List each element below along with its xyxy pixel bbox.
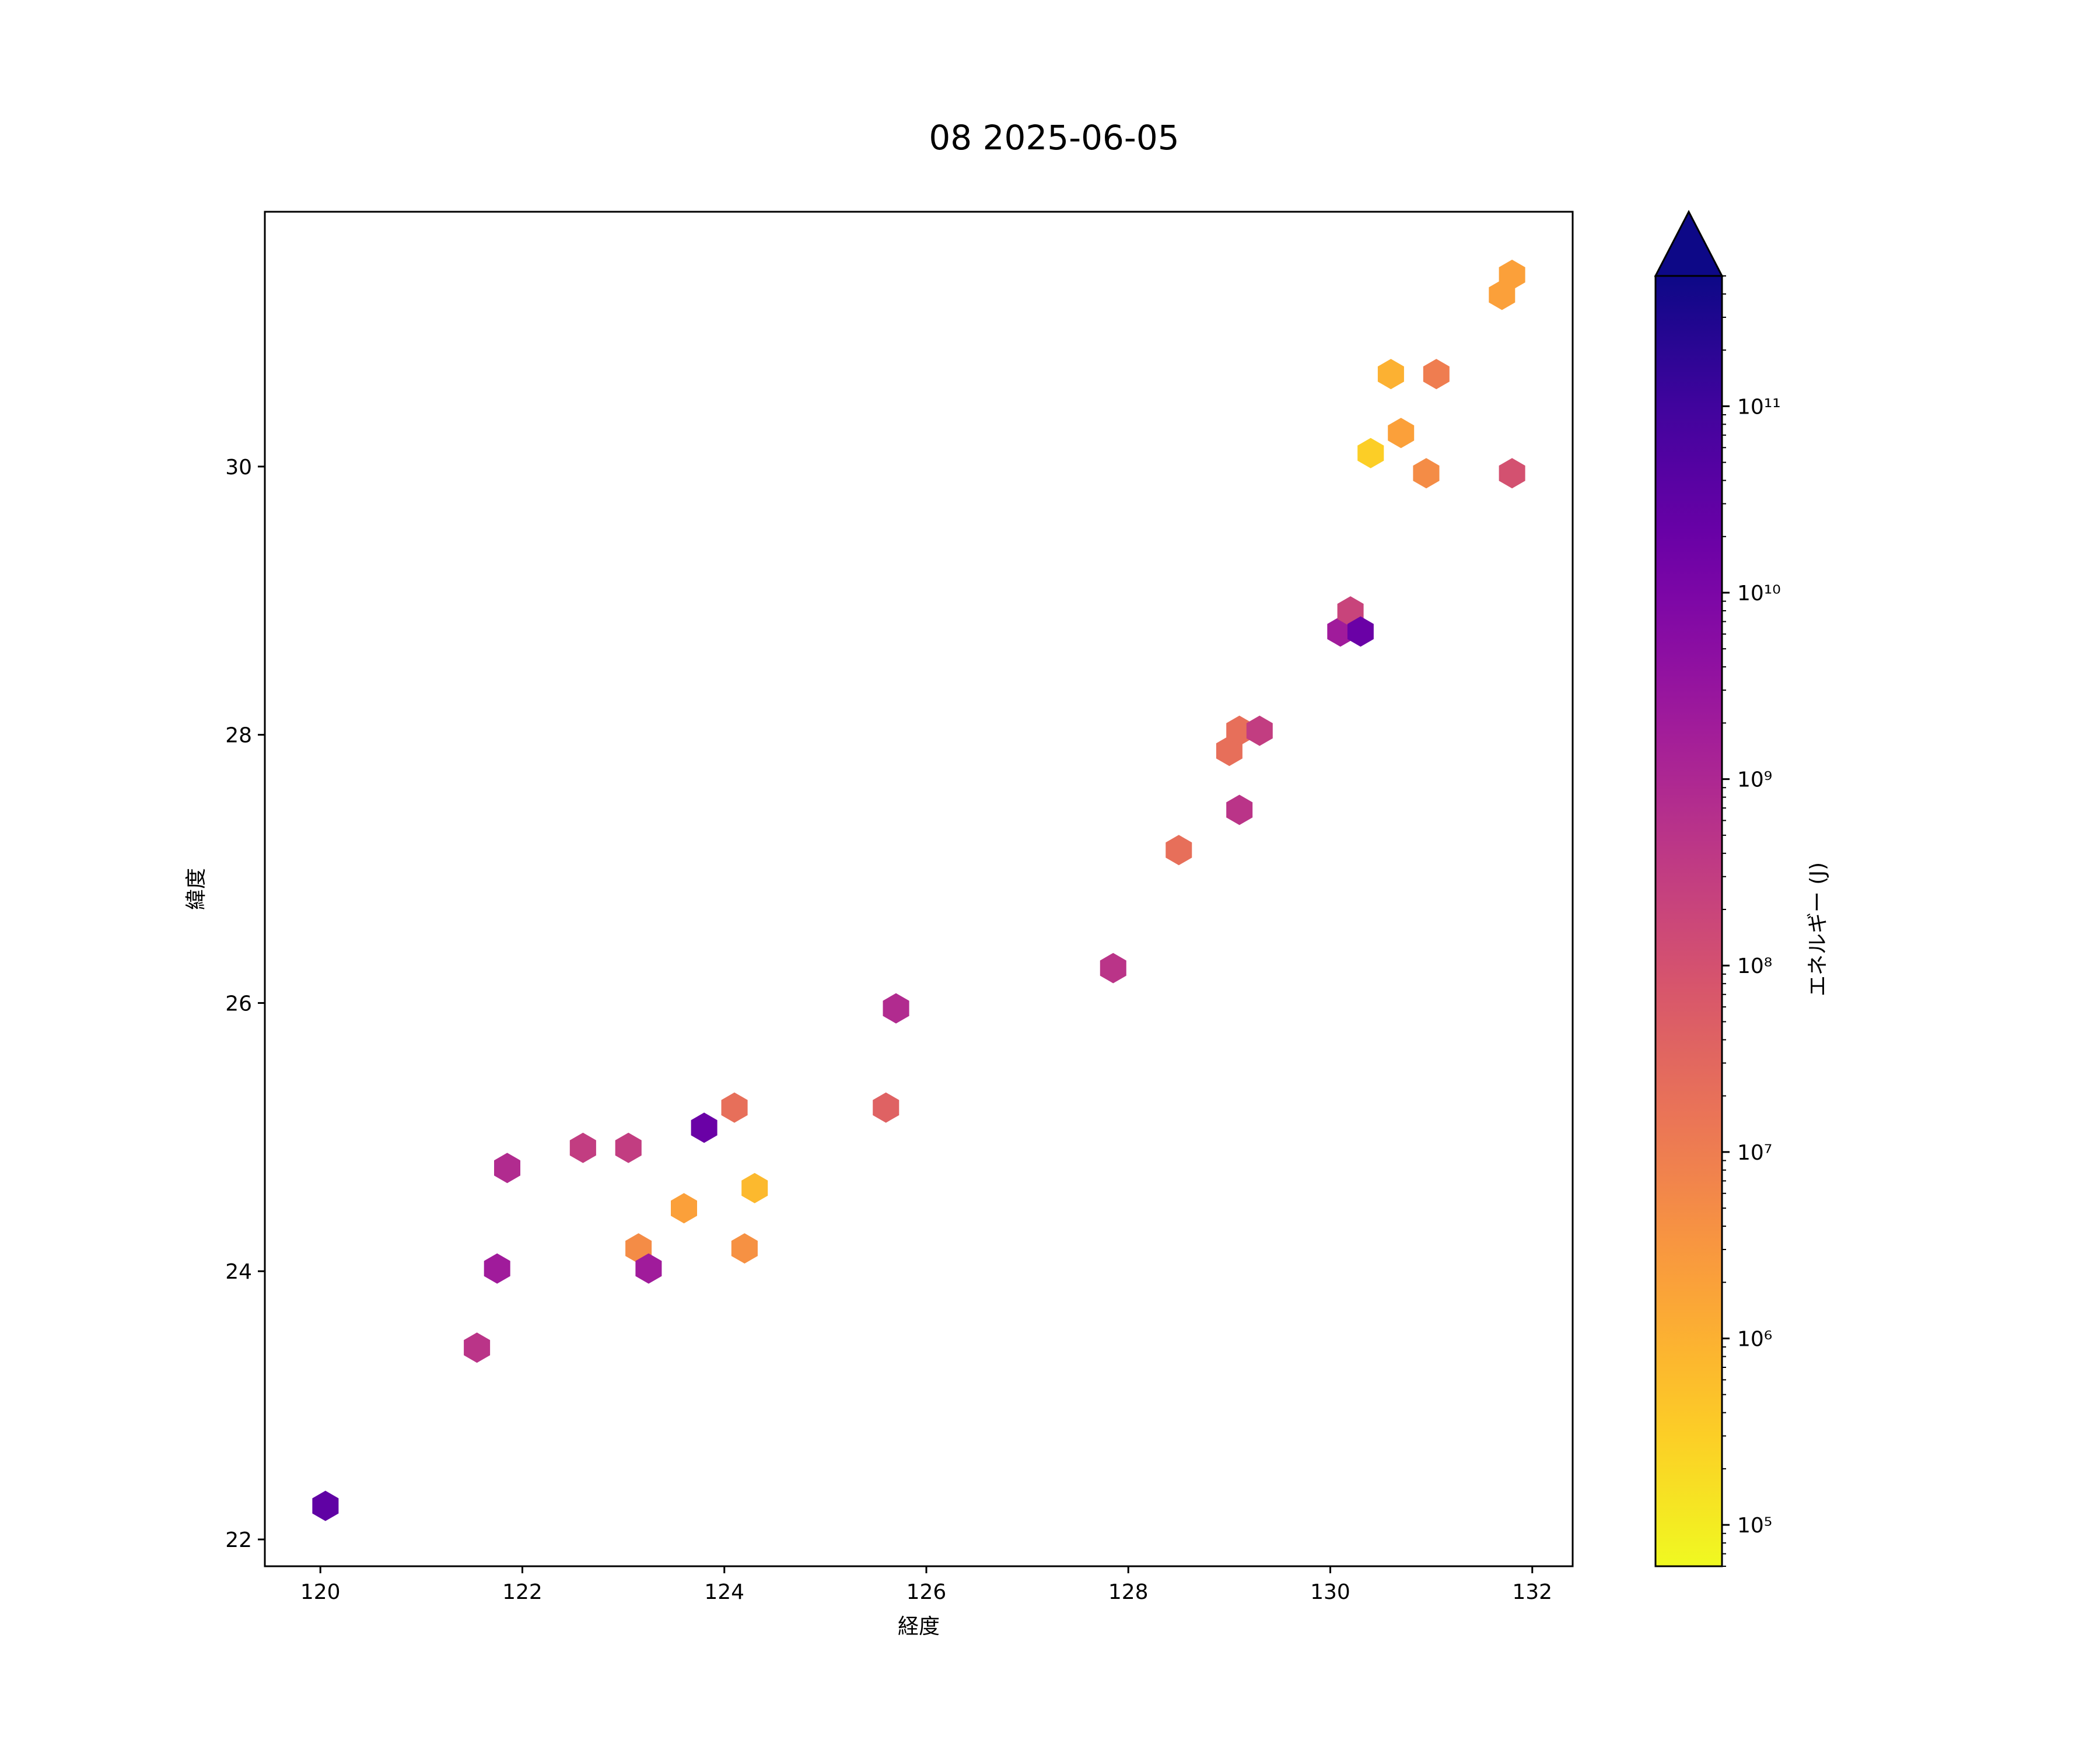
hexbin-cell	[494, 1153, 520, 1184]
y-tick-label: 26	[225, 992, 252, 1016]
hexbin-cell	[873, 1092, 900, 1123]
hexbin-cell	[741, 1172, 768, 1203]
colorbar-ticks: 10⁵ 10⁶ 10⁷ 10⁸ 10⁹ 10¹⁰ 10¹¹	[1722, 275, 1781, 1567]
x-axis: 120 122 124 126 128 130 132	[300, 1566, 1552, 1604]
x-tick-label: 124	[704, 1580, 744, 1604]
x-tick-label: 130	[1310, 1580, 1350, 1604]
colorbar-tick-label: 10¹¹	[1737, 395, 1781, 419]
colorbar-tick-label: 10⁸	[1737, 954, 1772, 978]
y-tick-label: 28	[225, 724, 252, 748]
x-tick-label: 126	[907, 1580, 947, 1604]
colorbar-extend-arrow	[1654, 209, 1724, 277]
hexbin-cell	[731, 1233, 758, 1264]
plot-frame	[264, 211, 1574, 1567]
colorbar-frame	[1654, 275, 1723, 1567]
hexbin-cell	[671, 1193, 697, 1224]
colorbar-label: エネルギー (J)	[1806, 862, 1830, 996]
x-tick-label: 120	[300, 1580, 341, 1604]
hexbin-cell	[569, 1132, 596, 1163]
colorbar: 10⁵ 10⁶ 10⁷ 10⁸ 10⁹ 10¹⁰ 10¹¹ エネルギー (J)	[1654, 209, 1830, 1567]
plot-area	[265, 212, 1573, 1566]
hexbin-cell	[1226, 715, 1253, 746]
hexbin-cell	[312, 1490, 339, 1521]
y-axis-label: 緯度	[184, 868, 208, 910]
hexbin-cell	[883, 993, 909, 1024]
hexbin-cell	[1246, 715, 1273, 746]
hexbin-cell	[1499, 260, 1525, 290]
hexbin-marks	[312, 260, 1525, 1521]
colorbar-gradient	[1656, 276, 1722, 1566]
hexbin-cell	[635, 1253, 662, 1284]
hexbin-cell	[464, 1332, 491, 1363]
x-tick-label: 122	[502, 1580, 542, 1604]
hexbin-cell	[1413, 458, 1440, 489]
colorbar-tick-label: 10⁷	[1737, 1141, 1772, 1165]
y-axis: 22 24 26 28 30	[225, 456, 265, 1552]
hexbin-cell	[721, 1092, 748, 1123]
y-tick-label: 22	[225, 1528, 252, 1552]
hexbin-cell	[1388, 418, 1415, 449]
hexbin-cell	[1357, 438, 1384, 468]
hexbin-cell	[691, 1112, 718, 1143]
y-tick-label: 24	[225, 1260, 252, 1284]
colorbar-tick-label: 10⁹	[1737, 768, 1772, 792]
hexbin-cell	[1423, 359, 1450, 390]
y-tick-label: 30	[225, 456, 252, 480]
hexbin-cell	[484, 1253, 510, 1284]
x-axis-label: 経度	[898, 1615, 940, 1639]
colorbar-tick-label: 10¹⁰	[1737, 582, 1781, 606]
hexbin-cell	[1166, 835, 1192, 866]
hexbin-cell	[1226, 794, 1253, 825]
hexbin-cell	[1100, 953, 1126, 984]
colorbar-tick-label: 10⁶	[1737, 1327, 1772, 1351]
hexbin-cell	[1499, 458, 1525, 489]
hexbin-cell	[1377, 359, 1404, 390]
hexbin-cell	[1347, 616, 1374, 647]
hexbin-cell	[615, 1132, 642, 1163]
x-tick-label: 132	[1512, 1580, 1552, 1604]
x-tick-label: 128	[1108, 1580, 1149, 1604]
colorbar-tick-label: 10⁵	[1737, 1514, 1772, 1538]
chart-title: 08 2025-06-05	[929, 118, 1179, 158]
